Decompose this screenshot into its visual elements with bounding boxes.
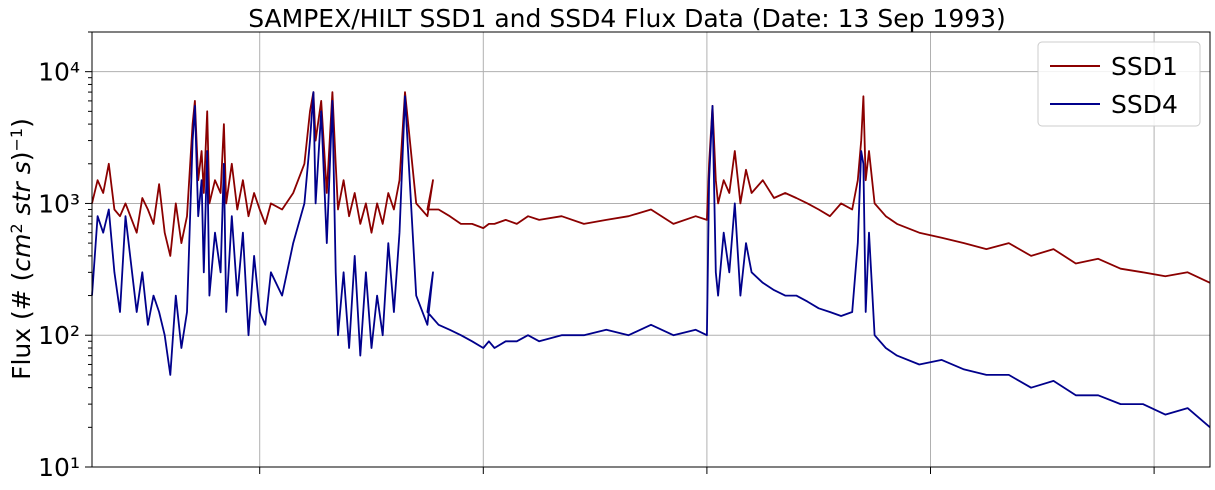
plot-frame	[91, 31, 1211, 468]
series-lines	[91, 91, 1211, 428]
y-tick-label: 10³	[38, 189, 80, 218]
legend-label-ssd4: SSD4	[1111, 90, 1178, 119]
x-axis-ticks	[259, 467, 1155, 474]
y-tick-label: 10⁴	[38, 58, 80, 87]
y-tick-label: 10²	[38, 321, 80, 350]
chart-title: SAMPEX/HILT SSD1 and SSD4 Flux Data (Dat…	[248, 4, 1006, 33]
legend: SSD1 SSD4	[1037, 41, 1201, 127]
y-tick-label: 10¹	[38, 453, 80, 482]
series-line-ssd4	[91, 91, 1211, 428]
series-line-ssd1	[91, 91, 1211, 284]
y-axis-label: Flux (# (cm2 str s)−1)	[7, 118, 36, 380]
legend-label-ssd1: SSD1	[1111, 52, 1178, 81]
y-axis-ticks: 10¹ 10² 10³ 10⁴	[38, 31, 92, 482]
